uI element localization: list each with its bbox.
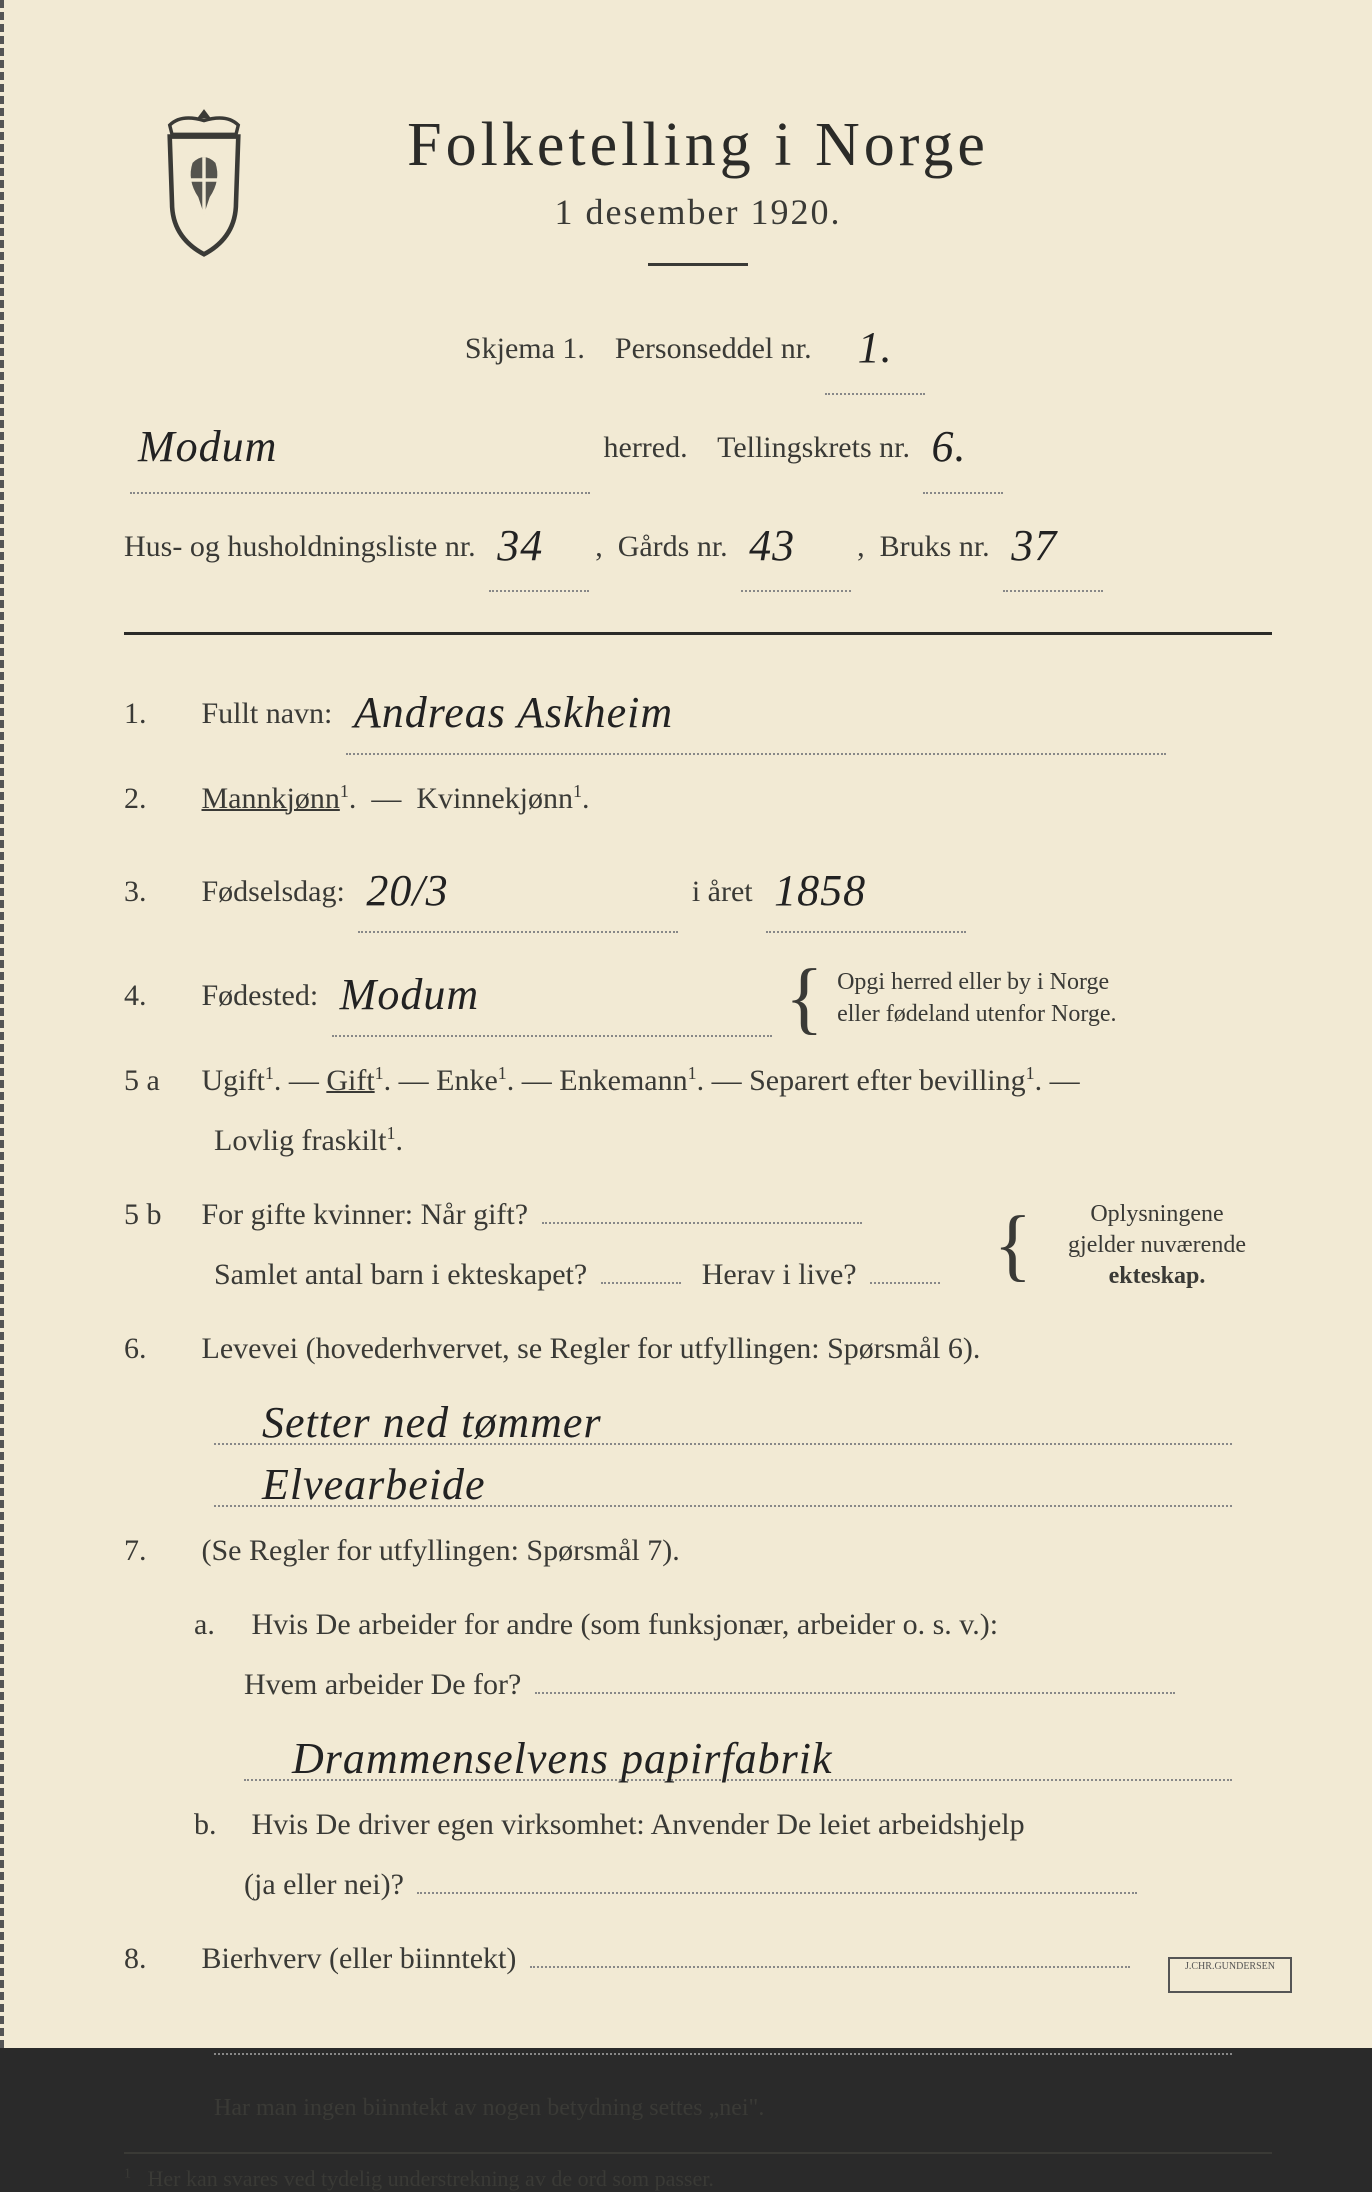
q6-answer-line1: Setter ned tømmer	[214, 1393, 1232, 1445]
question-4: 4. Fødested: Modum { Opgi herred eller b…	[124, 947, 1272, 1037]
question-1: 1. Fullt navn: Andreas Askheim	[124, 665, 1272, 755]
divider	[124, 632, 1272, 635]
skjema-label: Skjema 1.	[465, 332, 585, 365]
q7b-l1: Hvis De driver egen virksomhet: Anvender…	[252, 1808, 1025, 1841]
q5a-line2: Lovlig fraskilt	[214, 1124, 386, 1157]
q1-label: Fullt navn:	[202, 697, 333, 730]
q7b-num: b.	[194, 1795, 244, 1855]
q5a-num: 5 a	[124, 1051, 194, 1111]
q1-value: Andreas Askheim	[346, 688, 681, 737]
q6-answer-line2: Elvearbeide	[214, 1455, 1232, 1507]
q6-num: 6.	[124, 1319, 194, 1379]
form-date: 1 desember 1920.	[124, 191, 1272, 233]
q7a-l2: Hvem arbeider De for?	[244, 1668, 521, 1701]
q3-num: 3.	[124, 862, 194, 922]
q5b-num: 5 b	[124, 1185, 194, 1245]
form-title: Folketelling i Norge	[124, 110, 1272, 181]
personseddel-label: Personseddel nr.	[615, 332, 812, 365]
q5a-opt2: Gift	[326, 1064, 374, 1097]
q5a-opt1: Ugift	[202, 1064, 265, 1097]
question-2: 2. Mannkjønn1. — Kvinnekjønn1.	[124, 769, 1272, 829]
q1-num: 1.	[124, 684, 194, 744]
gards-label: Gårds nr.	[618, 530, 728, 563]
footer-note: Har man ingen biinntekt av nogen betydni…	[214, 2095, 1272, 2122]
q4-value: Modum	[332, 970, 487, 1019]
hus-value: 34	[489, 521, 551, 570]
question-7a: a. Hvis De arbeider for andre (som funks…	[124, 1595, 1272, 1715]
question-5b: 5 b For gifte kvinner: Når gift? Samlet …	[124, 1185, 1272, 1305]
herred-line: Modum herred. Tellingskrets nr. 6.	[124, 395, 1272, 494]
q5a-opt3: Enke	[436, 1064, 498, 1097]
q8-num: 8.	[124, 1929, 194, 1989]
hus-label: Hus- og husholdningsliste nr.	[124, 530, 476, 563]
q7b-l2: (ja eller nei)?	[244, 1868, 404, 1901]
q3-year: 1858	[766, 866, 874, 915]
q5b-l2b: Herav i live?	[702, 1258, 857, 1291]
footnote: 1 Her kan svares ved tydelig understrekn…	[124, 2152, 1272, 2192]
form-header: Folketelling i Norge 1 desember 1920. Sk…	[124, 110, 1272, 592]
q7a-value: Drammenselvens papirfabrik	[284, 1733, 841, 1783]
q2-num: 2.	[124, 769, 194, 829]
herred-label: herred.	[604, 431, 688, 464]
q5a-opt4: Enkemann	[559, 1064, 687, 1097]
q5b-l1: For gifte kvinner: Når gift?	[202, 1198, 529, 1231]
herred-value: Modum	[130, 422, 285, 471]
norway-crest-icon	[144, 100, 264, 260]
q6-value2: Elvearbeide	[254, 1459, 494, 1509]
q3-label: Fødselsdag:	[202, 875, 345, 908]
question-3: 3. Fødselsdag: 20/3 i året 1858	[124, 843, 1272, 933]
q6-value1: Setter ned tømmer	[254, 1397, 610, 1447]
q3-year-label: i året	[692, 875, 753, 908]
tellingskrets-label: Tellingskrets nr.	[717, 431, 910, 464]
q4-num: 4.	[124, 966, 194, 1026]
question-7b: b. Hvis De driver egen virksomhet: Anven…	[124, 1795, 1272, 1915]
printer-stamp: J.CHR.GUNDERSEN	[1168, 1957, 1292, 1993]
hus-line: Hus- og husholdningsliste nr. 34, Gårds …	[124, 494, 1272, 593]
q7a-num: a.	[194, 1595, 244, 1655]
q2-opt2: Kvinnekjønn	[416, 782, 573, 815]
q3-day: 20/3	[358, 866, 456, 915]
tellingskrets-value: 6.	[923, 422, 974, 471]
census-form-page: Folketelling i Norge 1 desember 1920. Sk…	[0, 0, 1372, 2048]
q4-label: Fødested:	[202, 979, 319, 1012]
q6-label: Levevei (hovederhvervet, se Regler for u…	[202, 1332, 981, 1365]
personseddel-value: 1.	[850, 323, 901, 372]
question-5a: 5 a Ugift1. — Gift1. — Enke1. — Enkemann…	[124, 1051, 1272, 1171]
q8-label: Bierhverv (eller biinntekt)	[202, 1942, 517, 1975]
q5b-l2a: Samlet antal barn i ekteskapet?	[214, 1258, 587, 1291]
question-8: 8. Bierhverv (eller biinntekt)	[124, 1929, 1272, 1989]
q4-note: Opgi herred eller by i Norge eller fødel…	[837, 967, 1116, 1029]
question-6: 6. Levevei (hovederhvervet, se Regler fo…	[124, 1319, 1272, 1379]
skjema-line: Skjema 1. Personseddel nr. 1.	[124, 296, 1272, 395]
divider	[648, 263, 748, 266]
q7-label: (Se Regler for utfyllingen: Spørsmål 7).	[202, 1534, 680, 1567]
q5a-opt5: Separert efter bevilling	[749, 1064, 1026, 1097]
q7a-l1: Hvis De arbeider for andre (som funksjon…	[252, 1608, 999, 1641]
q5b-note: Oplysningene gjelder nuværende ekteskap.	[1042, 1199, 1272, 1293]
bruks-value: 37	[1003, 521, 1065, 570]
gards-value: 43	[741, 521, 803, 570]
bruks-label: Bruks nr.	[880, 530, 990, 563]
question-7: 7. (Se Regler for utfyllingen: Spørsmål …	[124, 1521, 1272, 1581]
q7a-answer-line: Drammenselvens papirfabrik	[244, 1729, 1232, 1781]
q2-opt1: Mannkjønn	[202, 782, 340, 815]
q7-num: 7.	[124, 1521, 194, 1581]
